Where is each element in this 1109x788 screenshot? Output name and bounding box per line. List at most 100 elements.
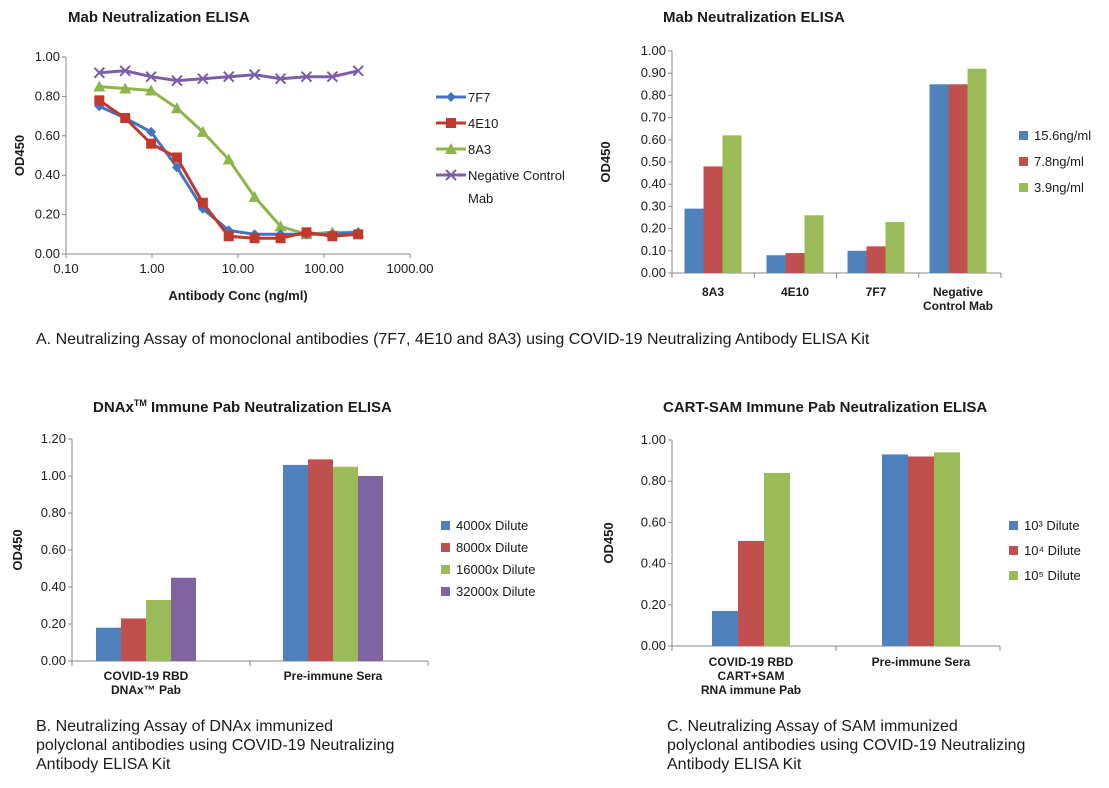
chart-a2-y-tick: 0.20 [641,221,666,236]
chart-a1-point [274,72,287,85]
chart-c-bar [764,472,790,646]
chart-c-bar [908,456,934,646]
chart-a1-point [146,138,157,149]
chart-a1-point [326,70,339,83]
chart-b-legend-swatch [441,543,450,552]
chart-b-legend-swatch [441,565,450,574]
chart-a2-bar [804,215,824,273]
chart-a2-y-label: OD450 [598,141,613,182]
chart-c-y-tick: 0.60 [641,514,666,529]
chart-a2-bar [929,84,949,273]
caption-c: C. Neutralizing Assay of SAM immunized p… [667,717,1025,774]
chart-b-y-tick: 0.40 [41,579,66,594]
chart-c-category-label: CART+SAM [717,669,784,683]
chart-b-legend-label: 4000x Dilute [456,518,528,533]
chart-a1-series-line [98,99,359,240]
chart-c-legend-swatch [1009,571,1018,580]
chart-b-y-tick: 1.00 [41,468,66,483]
chart-a2-legend-swatch [1019,131,1028,140]
chart-a1-point [352,65,364,77]
chart-b-legend-swatch [441,587,450,596]
chart-a1-point [223,70,235,83]
chart-a1-point [223,231,234,242]
caption-c-line: polyclonal antibodies using COVID-19 Neu… [667,737,1026,754]
chart-a1-point [445,169,457,181]
chart-a1-x-tick: 10.00 [222,261,255,276]
caption-b-line: B. Neutralizing Assay of DNAx immunized [36,718,333,735]
chart-c-y-tick: 0.20 [641,597,666,612]
chart-b-title: DNAxTM Immune Pab Neutralization ELISA [93,398,392,416]
chart-a1-y-tick: 0.00 [35,246,60,261]
chart-a1-point [249,233,260,244]
chart-b-legend-label: 16000x Dilute [456,562,536,577]
chart-a2-y-tick: 0.90 [641,65,666,80]
chart-b-bar [146,599,171,661]
chart-a1-y-tick: 1.00 [35,49,60,64]
chart-a1-point [171,74,183,87]
chart-a2-y-tick: 0.60 [641,132,666,147]
chart-a1-point [248,190,261,202]
chart-a1-x-tick: 1.00 [139,261,164,276]
chart-b-bar [96,627,121,661]
chart-c-title: CART-SAM Immune Pab Neutralization ELISA [663,399,987,416]
chart-b-bar [333,466,358,661]
chart-a1-point [327,231,338,242]
chart-c-y-tick: 0.00 [641,638,666,653]
chart-a1-point [300,70,313,83]
chart-a1-x-label: Antibody Conc (ng/ml) [168,288,307,303]
chart-a1-point [170,102,183,114]
chart-c-category-label: Pre-immune Sera [872,655,971,669]
chart-b-y-tick: 0.60 [41,542,66,557]
chart-a1-point [119,82,132,94]
chart-a1-y-tick: 0.80 [35,88,60,103]
chart-a1-point [353,229,364,240]
chart-b-bar [121,618,146,661]
chart-a1-legend-label: Mab [468,191,493,206]
chart-a1-point [93,67,106,79]
chart-a2-y-tick: 0.40 [641,176,666,191]
chart-a1-legend-label: Negative Control [468,168,565,183]
chart-b-legend-swatch [441,521,450,530]
chart-a2-bar [684,208,704,273]
chart-a2-bar [722,135,742,273]
chart-a1-point [446,92,456,102]
chart-b-y-tick: 0.20 [41,616,66,631]
chart-a2-bar [948,84,968,273]
chart-a2-bar [785,253,805,273]
chart-a1-point [301,227,312,238]
chart-a1-point [119,65,131,77]
chart-c-y-label: OD450 [601,522,616,563]
chart-a2-y-tick: 0.00 [641,265,666,280]
caption-c-line: C. Neutralizing Assay of SAM immunized [667,718,958,735]
chart-c-bar [882,454,908,646]
chart-a2-category-label: Control Mab [923,299,993,313]
chart-a2-bar [766,255,786,273]
chart-a2-y-tick: 0.50 [641,154,666,169]
caption-b-line: Antibody ELISA Kit [36,756,171,773]
chart-b-bar [283,464,308,661]
chart-a2-bar [885,221,905,273]
chart-a2-bar [847,250,867,273]
chart-b-y-label: OD450 [10,529,25,570]
chart-a1-point [145,70,157,83]
chart-a2-legend-label: 7.8ng/ml [1034,154,1084,169]
chart-a2-category-label: Negative [933,285,983,299]
chart-a2-category-label: 8A3 [702,285,724,299]
caption-c-line: Antibody ELISA Kit [667,756,802,773]
chart-a2-y-tick: 0.70 [641,110,666,125]
chart-a2-bar [866,246,886,273]
chart-a2-y-tick: 1.00 [641,43,666,58]
chart-a1-point [94,95,105,106]
chart-a1-x-tick: 100.00 [304,261,344,276]
chart-c-category-label: RNA immune Pab [701,683,801,697]
chart-a1-y-label: OD450 [12,135,27,176]
chart-a1-point [275,233,286,244]
chart-c-legend-swatch [1009,546,1018,555]
chart-c-category-label: COVID-19 RBD [709,655,794,669]
chart-a1-point [196,125,209,137]
chart-b-y-tick: 1.20 [41,431,66,446]
chart-a1-point [248,69,261,81]
chart-a2-category-label: 7F7 [866,285,887,299]
chart-c-y-tick: 1.00 [641,432,666,447]
chart-c-bar [712,610,738,646]
